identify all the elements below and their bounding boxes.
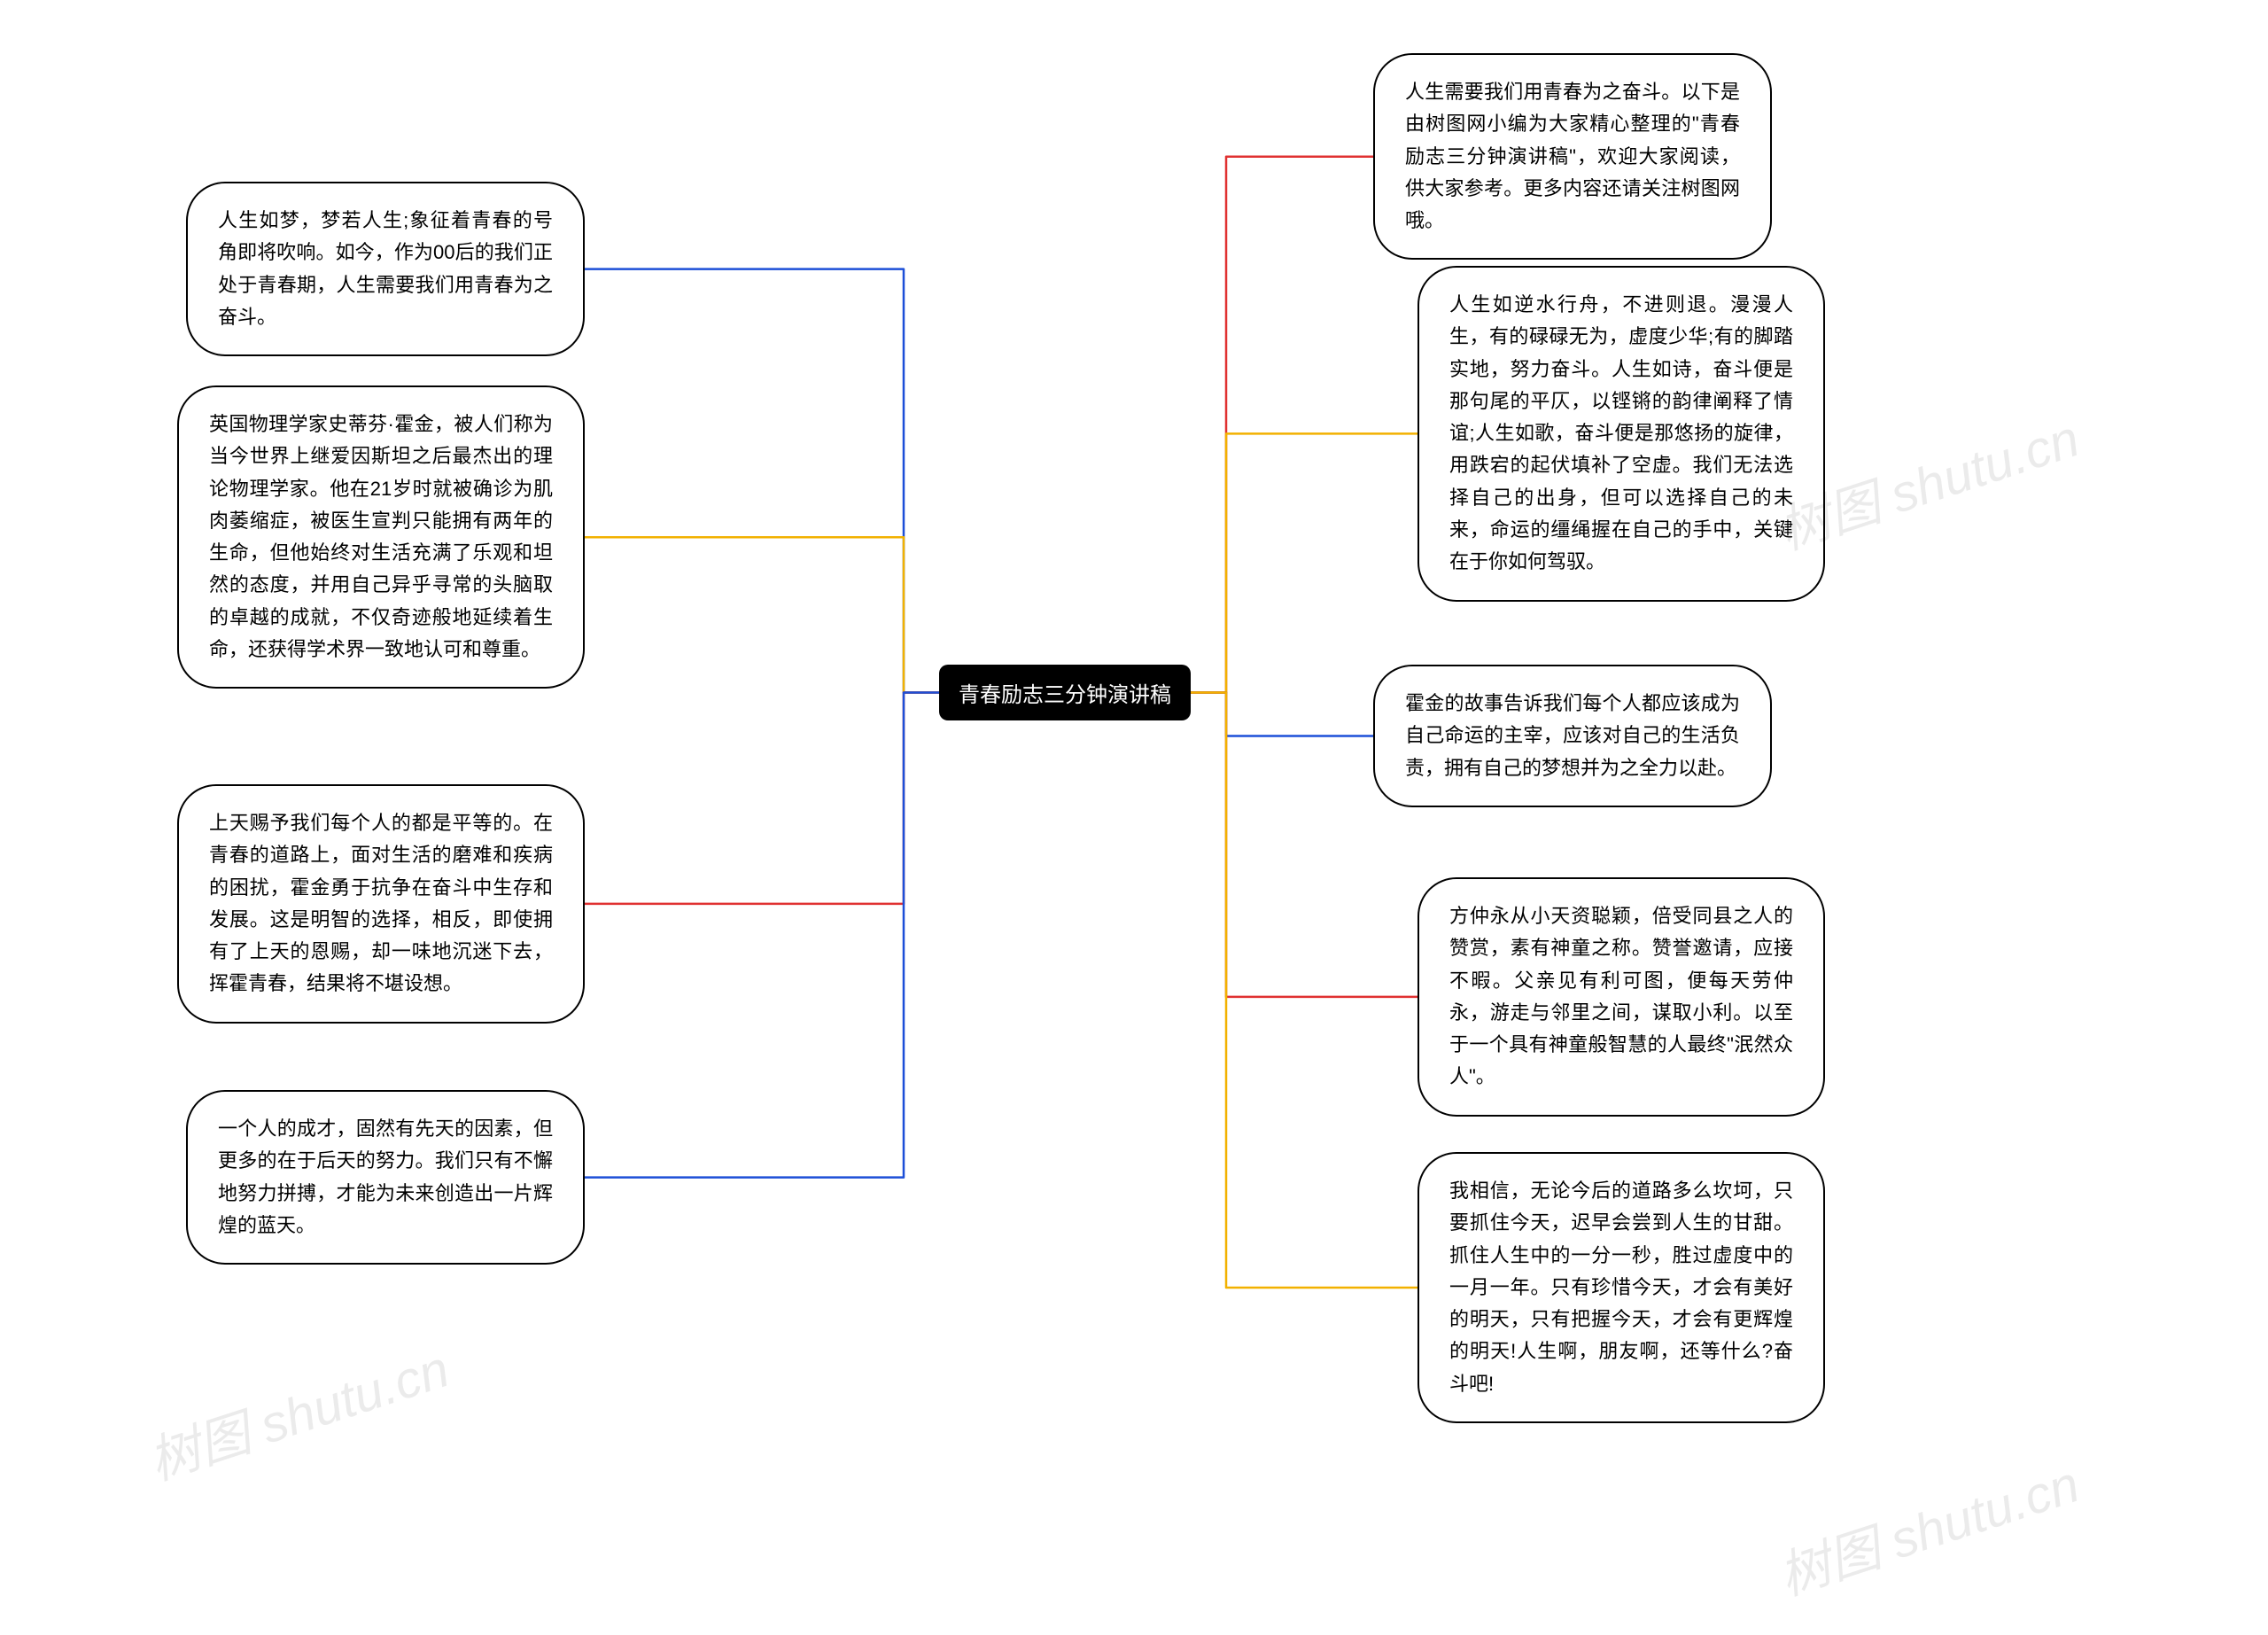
connector-R3 [1191, 693, 1373, 736]
connector-L3 [585, 693, 939, 904]
connector-L1 [585, 269, 939, 693]
mindmap-leaf-R4: 方仲永从小天资聪颖，倍受同县之人的赞赏，素有神童之称。赞誉邀请，应接不暇。父亲见… [1418, 877, 1825, 1117]
mindmap-leaf-L2: 英国物理学家史蒂芬·霍金，被人们称为当今世界上继爱因斯坦之后最杰出的理论物理学家… [177, 385, 585, 689]
connector-R1 [1191, 157, 1373, 693]
connector-R2 [1191, 433, 1418, 692]
mindmap-leaf-R2: 人生如逆水行舟，不进则退。漫漫人生，有的碌碌无为，虚度少华;有的脚踏实地，努力奋… [1418, 266, 1825, 602]
mindmap-center-node: 青春励志三分钟演讲稿 [939, 665, 1191, 720]
mindmap-leaf-L4: 一个人的成才，固然有先天的因素，但更多的在于后天的努力。我们只有不懈地努力拼搏，… [186, 1090, 585, 1265]
connector-L4 [585, 693, 939, 1178]
mindmap-leaf-R5: 我相信，无论今后的道路多么坎坷，只要抓住今天，迟早会尝到人生的甘甜。抓住人生中的… [1418, 1152, 1825, 1423]
mindmap-leaf-L1: 人生如梦，梦若人生;象征着青春的号角即将吹响。如今，作为00后的我们正处于青春期… [186, 182, 585, 356]
connector-L2 [585, 537, 939, 692]
watermark: 树图 shutu.cn [138, 1327, 457, 1494]
watermark: 树图 shutu.cn [1768, 1443, 2087, 1609]
mindmap-leaf-R1: 人生需要我们用青春为之奋斗。以下是由树图网小编为大家精心整理的"青春励志三分钟演… [1373, 53, 1772, 260]
mindmap-leaf-R3: 霍金的故事告诉我们每个人都应该成为自己命运的主宰，应该对自己的生活负责，拥有自己… [1373, 665, 1772, 807]
mindmap-leaf-L3: 上天赐予我们每个人的都是平等的。在青春的道路上，面对生活的磨难和疾病的困扰，霍金… [177, 784, 585, 1024]
